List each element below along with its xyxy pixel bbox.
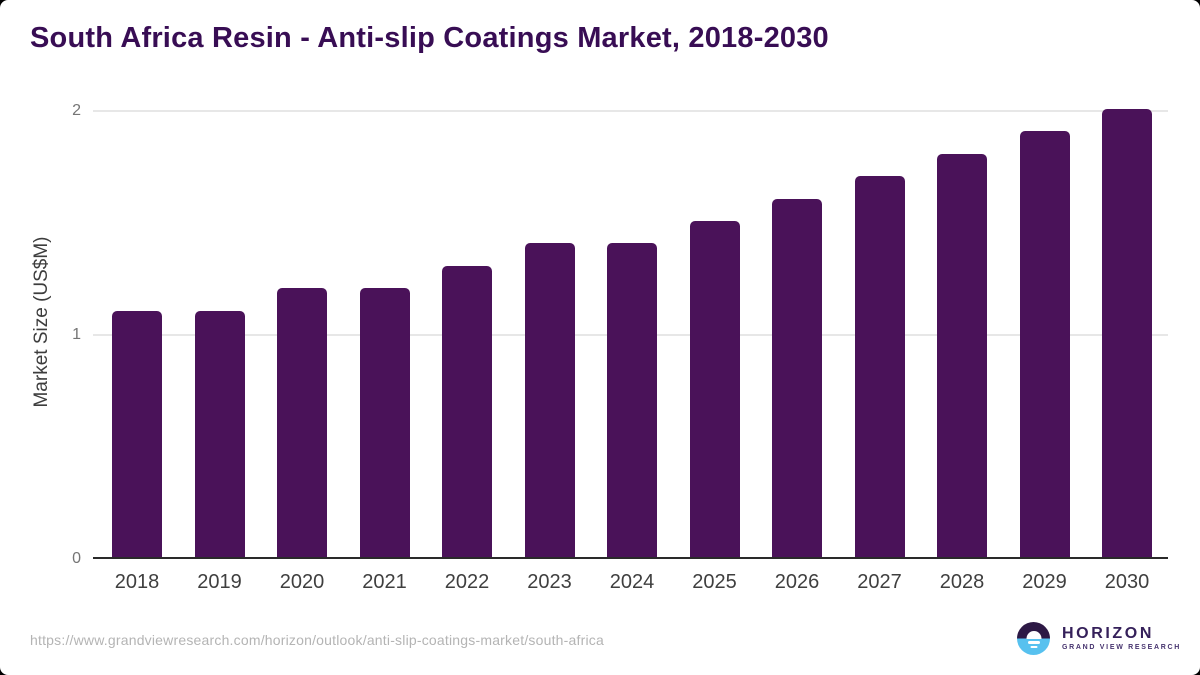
bar-2020 [277, 288, 327, 557]
x-tick-label-2018: 2018 [114, 571, 160, 593]
y-tick-label-1: 1 [72, 326, 81, 343]
bar-2024 [607, 243, 657, 557]
bar-2030 [1102, 109, 1152, 557]
bar-chart-plot-area: 0 1 2 2018 2019 2020 2021 2022 2023 2024 2025 2026 2… [72, 103, 1168, 593]
chart-title: South Africa Resin - Anti-slip Coatings … [30, 22, 829, 54]
bar-2019 [194, 310, 245, 557]
gridline-y-2 [93, 110, 1168, 112]
x-tick-label-2026: 2026 [774, 571, 820, 593]
x-tick-label-2029: 2029 [1022, 571, 1067, 593]
source-url: https://www.grandviewresearch.com/horizo… [30, 632, 604, 648]
x-tick-label-2020: 2020 [279, 571, 325, 593]
bar-2023 [524, 243, 575, 557]
x-tick-label-2028: 2028 [939, 571, 985, 593]
logo-brand-name: HORIZON [1062, 624, 1154, 642]
logo-reflection-dash [1027, 641, 1040, 644]
logo-reflection-dash [1030, 645, 1037, 648]
logo-tagline: GRAND VIEW RESEARCH [1062, 643, 1182, 651]
x-tick-label-2021: 2021 [362, 571, 407, 593]
bar-2021 [359, 288, 410, 557]
horizon-logo-icon [1017, 622, 1050, 655]
bar-2018 [112, 310, 162, 557]
bar-2028 [937, 153, 987, 557]
bar-2027 [854, 176, 905, 557]
horizon-logo: HORIZON GRAND VIEW RESEARCH [1017, 622, 1181, 655]
logo-sun-dome [1026, 630, 1041, 639]
x-tick-label-2030: 2030 [1104, 571, 1150, 593]
y-tick-label-2: 2 [72, 102, 81, 119]
bar-2026 [772, 198, 822, 557]
y-tick-label-0: 0 [72, 550, 81, 567]
x-tick-label-2025: 2025 [692, 571, 737, 593]
x-tick-label-2027: 2027 [857, 571, 902, 593]
bar-2022 [442, 265, 492, 557]
x-tick-label-2019: 2019 [197, 571, 242, 593]
bar-2029 [1019, 131, 1070, 557]
x-tick-label-2024: 2024 [609, 571, 655, 593]
logo-text: HORIZON GRAND VIEW RESEARCH [1062, 624, 1182, 652]
x-tick-label-2022: 2022 [444, 571, 490, 593]
bar-2025 [689, 221, 740, 557]
x-tick-label-2023: 2023 [527, 571, 572, 593]
